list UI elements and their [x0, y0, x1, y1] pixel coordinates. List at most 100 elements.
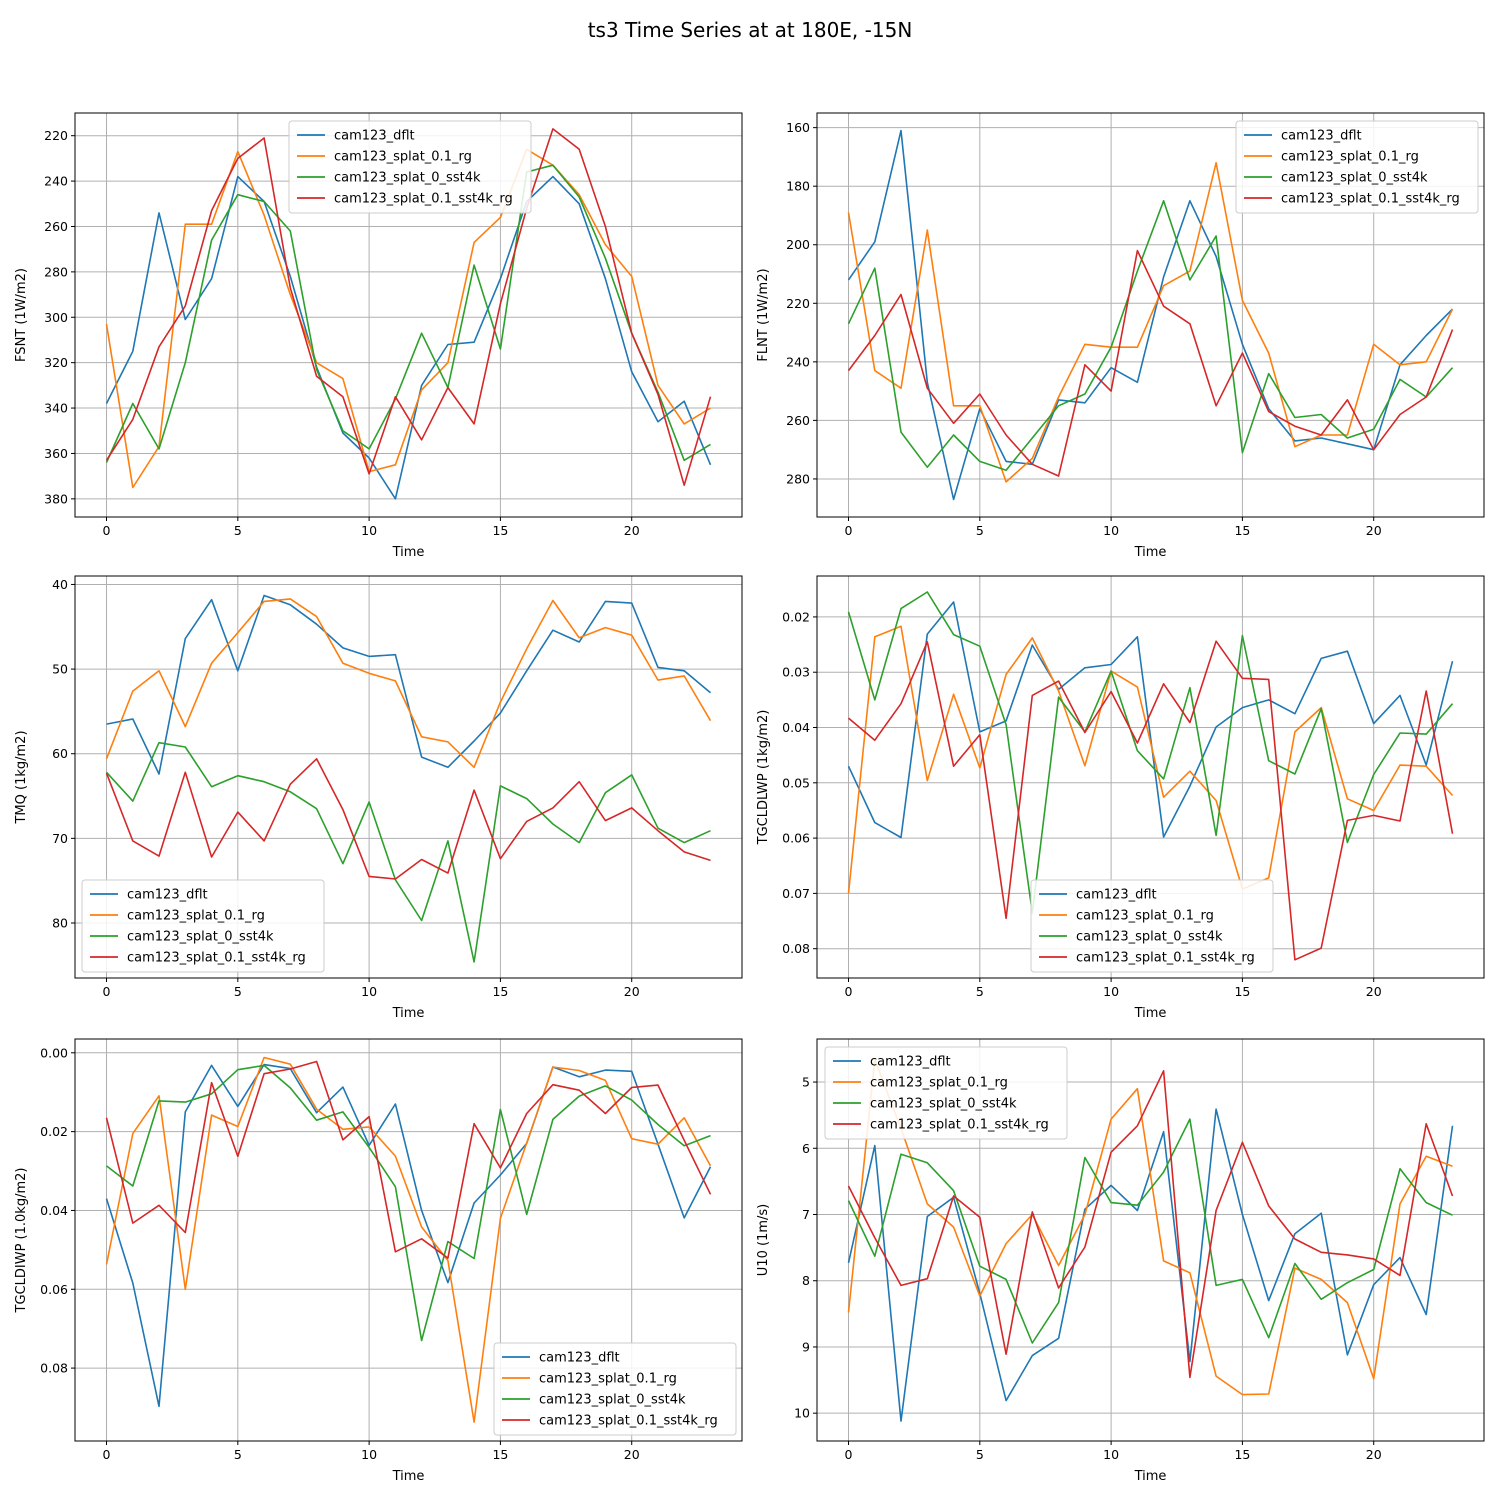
y-tick-label: 0.02: [782, 609, 810, 624]
y-axis-label: TMQ (1kg/m2): [14, 730, 29, 824]
legend-box: [81, 879, 325, 973]
x-tick-label: 15: [1234, 523, 1250, 538]
subplot-2: 0 5 10 15 20 160 180 200 220 240 260 280 Time FLNT (1…: [756, 112, 1485, 560]
legend-label: cam123_splat_0_sst4k: [127, 930, 274, 945]
y-tick-label: 0.05: [782, 775, 810, 790]
x-tick-label: 0: [845, 523, 853, 538]
y-tick-label: 8: [802, 1273, 810, 1288]
series-line-cam123_splat_0_sst4k: [105, 164, 711, 463]
y-tick-label: 80: [52, 915, 68, 930]
legend-box: [493, 1342, 737, 1436]
x-tick-label: 20: [624, 523, 640, 538]
x-axis-label: Time: [1134, 545, 1167, 560]
x-tick-label: 20: [624, 1447, 640, 1462]
series-line-cam123_dflt: [847, 129, 1454, 501]
x-tick-label: 0: [103, 1447, 111, 1462]
legend-label: cam123_splat_0.1_rg: [334, 150, 472, 165]
series-line-cam123_splat_0.1_sst4k_rg: [847, 249, 1454, 477]
legend-label: cam123_dflt: [870, 1055, 951, 1070]
legend-label: cam123_dflt: [539, 1351, 620, 1366]
y-tick-label: 260: [786, 413, 810, 428]
legend-label: cam123_splat_0.1_rg: [539, 1372, 677, 1387]
series-line-cam123_splat_0.1_sst4k_rg: [105, 1060, 712, 1259]
x-axis-label: Time: [392, 1469, 425, 1484]
y-tick-label: 160: [786, 120, 810, 135]
legend-label: cam123_dflt: [1281, 129, 1362, 144]
legend-label: cam123_splat_0.1_rg: [1076, 909, 1214, 924]
legend: cam123_dflt cam123_splat_0.1_rg cam123_spl…: [824, 1046, 1068, 1140]
y-tick-label: 70: [52, 831, 68, 846]
y-tick-label: 9: [802, 1339, 810, 1354]
x-axis-label: Time: [392, 545, 425, 560]
series-line-cam123_splat_0.1_sst4k_rg: [105, 128, 712, 487]
subplot-3: 0 5 10 15 20 40 50 60 70 80 Time TMQ (1kg/m2) cam123…: [14, 575, 743, 1021]
x-tick-label: 15: [492, 1447, 508, 1462]
y-tick-label: 0.06: [40, 1282, 68, 1297]
series-line-cam123_splat_0_sst4k: [106, 1064, 711, 1342]
series-line-cam123_splat_0.1_rg: [105, 1056, 712, 1423]
x-tick-label: 15: [492, 523, 508, 538]
y-tick-label: 0.08: [40, 1361, 68, 1376]
x-tick-label: 15: [492, 984, 508, 999]
legend-label: cam123_splat_0_sst4k: [334, 171, 481, 186]
legend-label: cam123_splat_0.1_sst4k_rg: [539, 1414, 718, 1429]
y-tick-label: 0.03: [782, 665, 810, 680]
legend-label: cam123_dflt: [1076, 888, 1157, 903]
y-tick-label: 280: [786, 471, 810, 486]
x-axis-label: Time: [1134, 1469, 1167, 1484]
plot-frame: [74, 575, 743, 979]
x-tick-label: 20: [1366, 984, 1382, 999]
y-tick-label: 240: [44, 174, 68, 189]
legend: cam123_dflt cam123_splat_0.1_rg cam123_spl…: [1030, 879, 1274, 973]
y-tick-label: 180: [786, 179, 810, 194]
y-tick-label: 0.00: [40, 1045, 68, 1060]
x-tick-label: 10: [1103, 1447, 1119, 1462]
x-tick-label: 0: [845, 1447, 853, 1462]
x-tick-label: 5: [234, 984, 242, 999]
series-line-cam123_splat_0.1_rg: [105, 598, 712, 769]
y-tick-label: 0.06: [782, 831, 810, 846]
legend-label: cam123_splat_0.1_rg: [870, 1076, 1008, 1091]
x-tick-label: 20: [624, 984, 640, 999]
series-line-cam123_dflt: [847, 601, 1454, 839]
series-line-cam123_splat_0.1_sst4k_rg: [847, 1070, 1454, 1379]
x-tick-label: 0: [845, 984, 853, 999]
series-line-cam123_splat_0.1_rg: [847, 1058, 1453, 1396]
figure-title: ts3 Time Series at at 180E, -15N: [588, 18, 913, 42]
legend: cam123_dflt cam123_splat_0.1_rg cam123_spl…: [493, 1342, 737, 1436]
y-tick-label: 40: [52, 577, 68, 592]
x-axis-label: Time: [392, 1006, 425, 1021]
y-tick-label: 320: [44, 355, 68, 370]
y-tick-label: 340: [44, 401, 68, 416]
x-tick-label: 0: [103, 523, 111, 538]
series-line-cam123_splat_0_sst4k: [847, 591, 1454, 914]
y-tick-label: 220: [44, 128, 68, 143]
y-tick-label: 5: [802, 1075, 810, 1090]
y-tick-label: 0.07: [782, 886, 810, 901]
y-axis-label: FSNT (1W/m2): [14, 268, 29, 362]
y-tick-label: 6: [802, 1141, 810, 1156]
x-tick-label: 10: [1103, 523, 1119, 538]
plot-frame: [816, 575, 1485, 979]
plot-frame: [74, 1038, 743, 1442]
y-tick-label: 220: [786, 296, 810, 311]
y-tick-label: 200: [786, 237, 810, 252]
x-tick-label: 10: [361, 984, 377, 999]
y-tick-label: 7: [802, 1207, 810, 1222]
x-tick-label: 10: [361, 1447, 377, 1462]
series-line-cam123_dflt: [105, 1063, 712, 1408]
legend-label: cam123_splat_0.1_sst4k_rg: [334, 192, 513, 207]
x-tick-label: 10: [1103, 984, 1119, 999]
series-line-cam123_splat_0.1_sst4k_rg: [847, 640, 1454, 961]
y-axis-label: U10 (1m/s): [756, 1204, 771, 1276]
plot-frame: [74, 112, 743, 518]
y-tick-label: 360: [44, 446, 68, 461]
series-line-cam123_dflt: [105, 175, 712, 500]
series-line-cam123_splat_0.1_rg: [847, 625, 1454, 894]
y-tick-label: 280: [44, 264, 68, 279]
legend: cam123_dflt cam123_splat_0.1_rg cam123_spl…: [1235, 120, 1479, 214]
y-axis-label: TGCLDLWP (1kg/m2): [756, 710, 771, 846]
legend-label: cam123_splat_0_sst4k: [1076, 930, 1223, 945]
y-tick-label: 10: [794, 1406, 810, 1421]
